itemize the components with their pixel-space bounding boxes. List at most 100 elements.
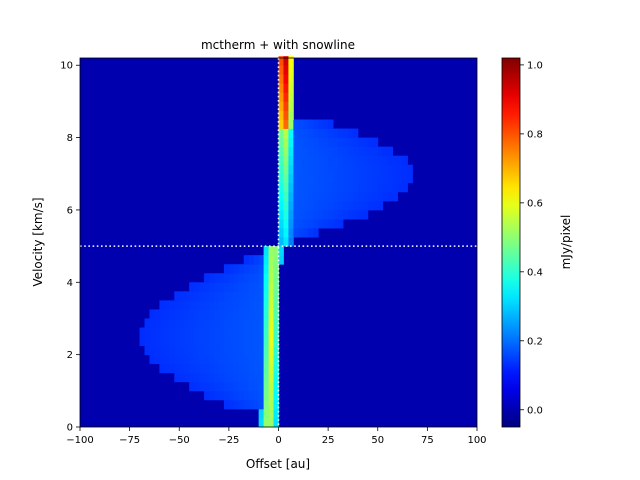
heatmap-cell <box>169 363 175 374</box>
heatmap-cell <box>347 164 354 175</box>
heatmap-cell <box>387 191 394 202</box>
heatmap-cell <box>238 273 245 283</box>
heatmap-cell <box>333 209 339 220</box>
heatmap-cell <box>194 336 200 346</box>
heatmap-cell <box>243 318 250 328</box>
heatmap-cell <box>263 264 269 274</box>
heatmap-cell <box>149 309 155 319</box>
colorbar-tick-label: 0.2 <box>527 336 543 347</box>
heatmap-cell <box>318 209 324 220</box>
heatmap-cell <box>283 110 289 120</box>
heatmap-cell <box>288 218 294 229</box>
heatmap-cell <box>213 372 220 383</box>
heatmap-cell <box>288 137 294 148</box>
heatmap-cell <box>228 381 235 392</box>
heatmap-cell <box>328 137 334 148</box>
heatmap-cell <box>223 318 230 328</box>
heatmap-cell <box>367 191 374 202</box>
heatmap-cell <box>313 200 319 211</box>
heatmap-cell <box>228 282 235 292</box>
heatmap-cell <box>382 164 389 175</box>
heatmap-cell <box>213 327 220 337</box>
heatmap-cell <box>174 318 180 328</box>
heatmap-cell <box>323 191 329 202</box>
heatmap-cell <box>179 309 185 319</box>
heatmap-cell <box>238 372 245 383</box>
heatmap-cell <box>278 56 284 66</box>
heatmap-cell <box>298 128 304 138</box>
heatmap-cell <box>213 390 220 401</box>
colorbar-title: mJy/pixel <box>559 215 573 270</box>
heatmap-cell <box>169 309 175 319</box>
heatmap-cell <box>407 164 413 175</box>
heatmap-cell <box>248 291 255 301</box>
heatmap-cell <box>328 155 334 166</box>
heatmap-cell <box>169 336 175 346</box>
heatmap-cell <box>243 372 250 383</box>
heatmap-cell <box>357 191 364 202</box>
heatmap-cell <box>189 309 195 319</box>
heatmap-cell <box>333 128 339 138</box>
heatmap-cell <box>343 200 349 211</box>
heatmap-cell <box>223 273 230 283</box>
heatmap-cell <box>278 83 284 93</box>
heatmap-cell <box>218 300 225 310</box>
heatmap-cell <box>328 182 334 193</box>
heatmap-cell <box>273 264 279 274</box>
heatmap-cell <box>268 354 274 365</box>
y-axis-title: Velocity [km/s] <box>31 197 45 286</box>
heatmap-cell <box>154 327 160 337</box>
heatmap-cell <box>347 155 354 166</box>
heatmap-cell <box>352 164 359 175</box>
heatmap-cell <box>263 318 269 328</box>
heatmap-cell <box>233 327 240 337</box>
heatmap-cell <box>223 363 230 374</box>
heatmap-cell <box>323 146 329 157</box>
heatmap-cell <box>258 381 265 392</box>
heatmap-cell <box>357 200 364 211</box>
heatmap-cell <box>248 345 255 356</box>
heatmap-cell <box>263 408 269 419</box>
heatmap-cell <box>278 92 284 102</box>
heatmap-cell <box>268 255 274 265</box>
heatmap-cell <box>288 237 294 247</box>
heatmap-cell <box>204 336 210 346</box>
heatmap-cell <box>248 390 255 401</box>
heatmap-cell <box>184 372 190 383</box>
heatmap-cell <box>293 218 299 229</box>
heatmap-cell <box>347 173 354 184</box>
heatmap-cell <box>323 137 329 148</box>
heatmap-cell <box>392 173 398 184</box>
heatmap-cell <box>238 282 245 292</box>
heatmap-cell <box>233 354 240 365</box>
heatmap-cell <box>233 318 240 328</box>
heatmap-cell <box>258 417 265 428</box>
heatmap-cell <box>278 137 284 148</box>
heatmap-cell <box>377 191 384 202</box>
heatmap-cell <box>323 119 329 129</box>
heatmap-cell <box>293 137 299 148</box>
heatmap-cell <box>402 164 408 175</box>
heatmap-cell <box>357 146 364 157</box>
heatmap-cell <box>298 146 304 157</box>
heatmap-cell <box>268 381 274 392</box>
heatmap-cell <box>199 381 205 392</box>
heatmap-cell <box>323 209 329 220</box>
heatmap-cell <box>328 218 334 229</box>
heatmap-cell <box>352 137 359 148</box>
heatmap-cell <box>263 300 269 310</box>
heatmap-cell <box>159 363 165 374</box>
heatmap-cell <box>333 200 339 211</box>
heatmap-cell <box>372 200 379 211</box>
heatmap-cell <box>288 209 294 220</box>
heatmap-cell <box>154 336 160 346</box>
heatmap-cell <box>223 327 230 337</box>
heatmap-cell <box>213 381 220 392</box>
heatmap-cell <box>313 209 319 220</box>
heatmap-cell <box>223 354 230 365</box>
heatmap-cell <box>204 300 210 310</box>
colorbar-tick-label: 0.8 <box>527 129 543 140</box>
x-tick-label: 25 <box>322 435 335 446</box>
heatmap-cell <box>213 363 220 374</box>
heatmap-cell <box>352 155 359 166</box>
